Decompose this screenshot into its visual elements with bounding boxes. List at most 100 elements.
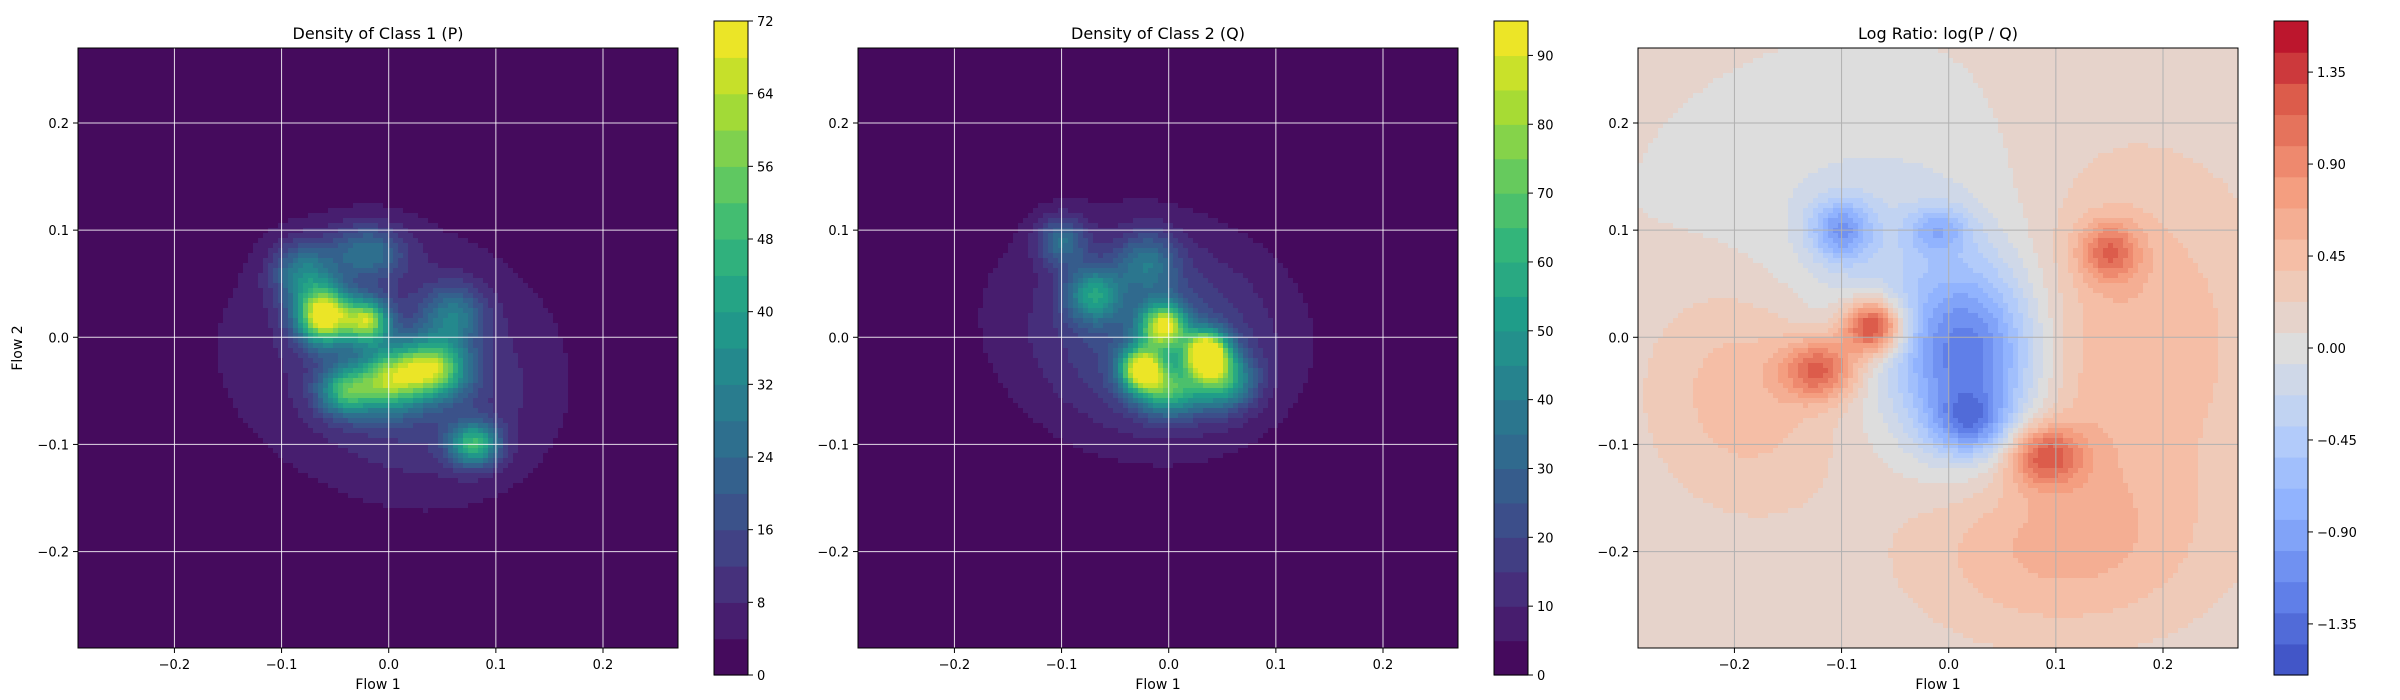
field-cell xyxy=(388,173,394,179)
field-cell xyxy=(93,133,99,139)
field-cell xyxy=(663,133,669,139)
field-cell xyxy=(253,193,259,199)
field-cell xyxy=(408,248,414,254)
field-cell xyxy=(533,203,539,209)
field-cell xyxy=(578,168,584,174)
field-cell xyxy=(353,78,359,84)
field-cell xyxy=(408,198,414,204)
field-cell xyxy=(603,128,609,134)
field-cell xyxy=(103,48,109,54)
field-cell xyxy=(343,103,349,109)
field-cell xyxy=(523,223,529,229)
field-cell xyxy=(508,113,514,119)
field-cell xyxy=(463,133,469,139)
field-cell xyxy=(293,218,299,224)
field-cell xyxy=(103,208,109,214)
field-cell xyxy=(98,238,104,244)
field-cell xyxy=(498,248,504,254)
field-cell xyxy=(403,208,409,214)
field-cell xyxy=(148,48,154,54)
field-cell xyxy=(218,158,224,164)
field-cell xyxy=(568,123,574,129)
field-cell xyxy=(643,153,649,159)
field-cell xyxy=(413,158,419,164)
field-cell xyxy=(423,228,429,234)
field-cell xyxy=(363,63,369,69)
field-cell xyxy=(343,98,349,104)
field-cell xyxy=(213,178,219,184)
field-cell xyxy=(208,238,214,244)
field-cell xyxy=(618,108,624,114)
field-cell xyxy=(263,63,269,69)
field-cell xyxy=(108,203,114,209)
field-cell xyxy=(118,163,124,169)
field-cell xyxy=(478,103,484,109)
field-cell xyxy=(453,243,459,249)
field-cell xyxy=(643,113,649,119)
field-cell xyxy=(328,248,334,254)
field-cell xyxy=(538,213,544,219)
field-cell xyxy=(218,218,224,224)
field-cell xyxy=(333,228,339,234)
field-cell xyxy=(403,108,409,114)
field-cell xyxy=(273,83,279,89)
field-cell xyxy=(203,168,209,174)
field-cell xyxy=(453,153,459,159)
field-cell xyxy=(578,128,584,134)
field-cell xyxy=(183,48,189,54)
field-cell xyxy=(358,203,364,209)
field-cell xyxy=(418,98,424,104)
field-cell xyxy=(528,103,534,109)
field-cell xyxy=(393,253,399,259)
field-cell xyxy=(393,63,399,69)
field-cell xyxy=(648,48,654,54)
field-cell xyxy=(488,158,494,164)
field-cell xyxy=(458,73,464,79)
field-cell xyxy=(368,173,374,179)
field-cell xyxy=(248,208,254,214)
field-cell xyxy=(458,248,464,254)
field-cell xyxy=(368,243,374,249)
field-cell xyxy=(673,173,678,179)
field-cell xyxy=(668,63,674,69)
field-cell xyxy=(533,133,539,139)
field-cell xyxy=(293,118,299,124)
field-cell xyxy=(568,158,574,164)
field-cell xyxy=(263,208,269,214)
field-cell xyxy=(528,138,534,144)
field-cell xyxy=(563,83,569,89)
field-cell xyxy=(218,143,224,149)
field-cell xyxy=(83,143,89,149)
field-cell xyxy=(88,158,94,164)
field-cell xyxy=(663,168,669,174)
field-cell xyxy=(548,178,554,184)
field-cell xyxy=(653,178,659,184)
field-cell xyxy=(563,153,569,159)
field-cell xyxy=(378,208,384,214)
field-cell xyxy=(88,58,94,64)
field-cell xyxy=(133,248,139,254)
field-cell xyxy=(673,88,678,94)
field-cell xyxy=(633,128,639,134)
field-cell xyxy=(598,113,604,119)
field-cell xyxy=(473,188,479,194)
field-cell xyxy=(588,93,594,99)
field-cell xyxy=(138,238,144,244)
field-cell xyxy=(653,108,659,114)
field-cell xyxy=(273,148,279,154)
field-cell xyxy=(383,208,389,214)
field-cell xyxy=(173,98,179,104)
field-cell xyxy=(318,113,324,119)
field-cell xyxy=(108,53,114,59)
field-cell xyxy=(293,193,299,199)
field-cell xyxy=(418,188,424,194)
field-cell xyxy=(293,68,299,74)
field-cell xyxy=(138,193,144,199)
field-cell xyxy=(523,238,529,244)
field-cell xyxy=(298,183,304,189)
field-cell xyxy=(348,148,354,154)
field-cell xyxy=(483,133,489,139)
field-cell xyxy=(323,213,329,219)
field-cell xyxy=(268,73,274,79)
field-cell xyxy=(303,118,309,124)
